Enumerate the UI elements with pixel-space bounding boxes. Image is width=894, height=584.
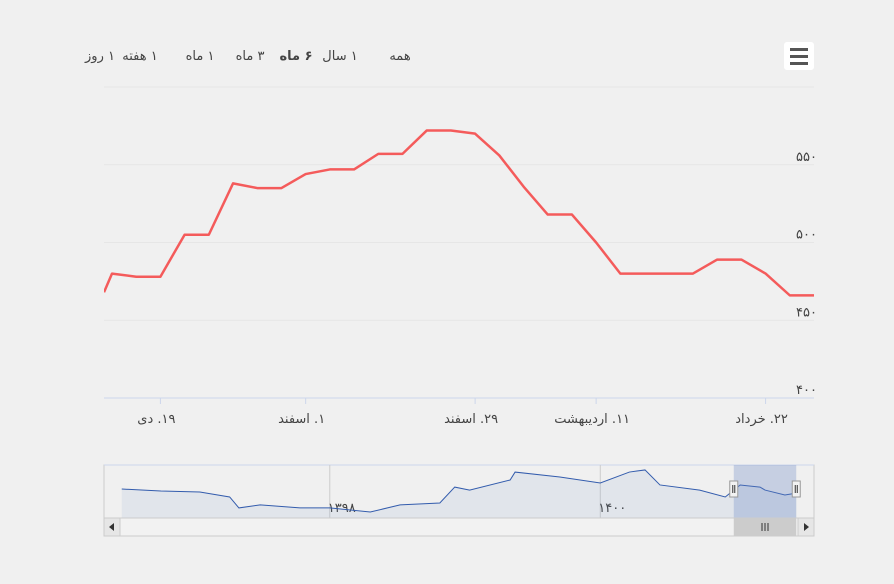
- y-tick-label: ۴۰۰: [796, 383, 817, 398]
- range-button[interactable]: ۱ روز: [84, 49, 115, 64]
- x-tick-label: ۲۹. اسفند: [444, 412, 498, 427]
- menu-button[interactable]: [784, 42, 814, 70]
- menu-bar: [790, 55, 808, 58]
- navigator-mask: [733, 465, 797, 518]
- x-tick-label: ۱۹. دی: [137, 412, 175, 427]
- range-button[interactable]: ۶ ماه: [279, 49, 312, 64]
- y-tick-label: ۵۰۰: [796, 228, 817, 243]
- scrollbar-track: [103, 517, 815, 537]
- range-button[interactable]: همه: [389, 49, 410, 64]
- range-button[interactable]: ۳ ماه: [236, 49, 265, 64]
- navigator-handle[interactable]: [729, 480, 739, 498]
- x-tick-label: ۱. اسفند: [278, 412, 325, 427]
- menu-bar: [790, 48, 808, 51]
- navigator-tick-label: ۱۳۹۸: [328, 501, 356, 516]
- line-series: [104, 129, 814, 297]
- range-button[interactable]: ۱ ماه: [186, 49, 215, 64]
- y-tick-label: ۴۵۰: [796, 305, 817, 320]
- arrow: [804, 523, 809, 531]
- range-button[interactable]: ۱ هفته: [122, 49, 157, 64]
- navigator-handle[interactable]: [791, 480, 801, 498]
- navigator-area: [121, 469, 797, 518]
- range-button[interactable]: ۱ سال: [322, 49, 357, 64]
- menu-bar: [790, 62, 808, 65]
- x-tick-label: ۲۲. خرداد: [735, 412, 788, 427]
- x-tick-label: ۱۱. اردیبهشت: [554, 412, 630, 427]
- navigator-tick-label: ۱۴۰۰: [598, 501, 626, 516]
- y-tick-label: ۵۵۰: [796, 150, 817, 165]
- arrow: [109, 523, 114, 531]
